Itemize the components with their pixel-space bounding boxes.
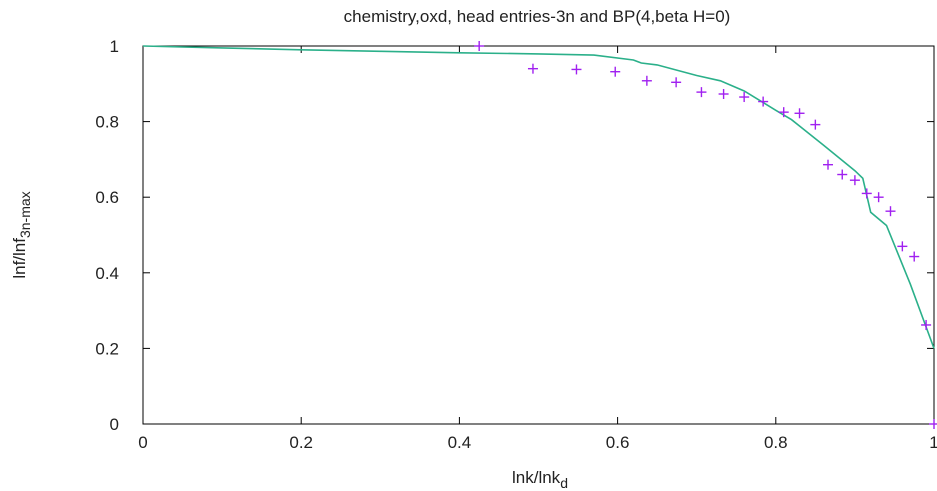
data-point <box>739 92 750 103</box>
y-axis-ticks: 0 0.2 0.4 0.6 0.8 1 <box>95 37 934 434</box>
data-point <box>718 89 729 100</box>
data-point <box>837 169 848 180</box>
x-tick-label: 0.2 <box>289 433 313 452</box>
data-point <box>861 188 872 199</box>
data-point <box>758 96 769 107</box>
data-point <box>823 159 834 170</box>
series-layer <box>142 41 937 429</box>
data-point <box>794 108 805 119</box>
x-tick-label: 0.4 <box>448 433 472 452</box>
data-point <box>610 66 621 77</box>
data-point <box>527 63 538 74</box>
data-point <box>571 64 582 75</box>
series-points <box>474 41 937 429</box>
y-axis-label: lnf/lnf3n-max <box>10 191 33 278</box>
plot-frame <box>142 45 935 425</box>
y-tick-label: 0.6 <box>95 188 119 207</box>
data-point <box>810 119 821 130</box>
chart-title: chemistry,oxd, head entries-3n and BP(4,… <box>344 7 731 26</box>
x-axis-label-subscript: d <box>560 475 568 491</box>
data-point <box>641 75 652 86</box>
y-tick-label: 0 <box>110 415 119 434</box>
x-tick-label: 0.8 <box>764 433 788 452</box>
y-tick-label: 1 <box>110 37 119 56</box>
data-point <box>909 251 920 262</box>
y-tick-label: 0.2 <box>95 339 119 358</box>
data-point <box>474 41 485 51</box>
data-point <box>873 192 884 203</box>
y-tick-label: 0.4 <box>95 264 119 283</box>
x-tick-label: 0.6 <box>606 433 630 452</box>
data-point <box>671 77 682 88</box>
x-axis-ticks: 0 0.2 0.4 0.6 0.8 1 <box>138 46 937 452</box>
x-axis-label: lnk/lnkd <box>512 468 568 491</box>
data-point <box>849 175 860 186</box>
data-point <box>885 206 896 217</box>
data-point <box>921 319 932 330</box>
series-line <box>142 45 935 349</box>
x-tick-label: 0 <box>138 433 147 452</box>
x-tick-label: 1 <box>929 433 937 452</box>
y-axis-label-subscript: 3n-max <box>17 191 33 238</box>
data-point <box>897 241 908 252</box>
y-tick-label: 0.8 <box>95 113 119 132</box>
data-point <box>696 87 707 98</box>
data-point <box>778 107 789 118</box>
data-point <box>929 419 937 429</box>
